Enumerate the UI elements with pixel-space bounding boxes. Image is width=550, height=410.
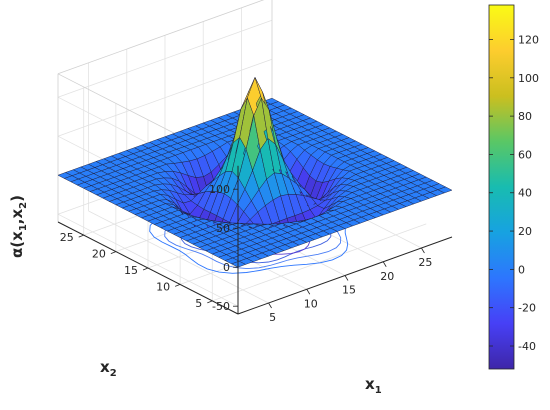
colorbar-tick-label: 80 [518, 110, 532, 123]
wall-grid-z [57, 213, 239, 307]
colorbar [488, 4, 515, 370]
colorbar-tick-label: 60 [518, 148, 532, 161]
x2-tick-label: 20 [92, 248, 106, 261]
x1-axis-label: x1 [365, 375, 382, 396]
x1-tick-mark [268, 302, 272, 309]
x1-tick-mark [306, 289, 311, 295]
x2-axis-label: x2 [100, 358, 117, 379]
colorbar-tick-label: -40 [518, 340, 536, 353]
colorbar-tick-label: 0 [518, 263, 525, 276]
x2-tick-mark [174, 284, 181, 287]
x1-tick-label: 10 [304, 297, 318, 310]
x1-tick-mark [344, 275, 349, 281]
z-axis-label: α(x1,x2) [8, 195, 29, 258]
x1-tick-label: 20 [380, 270, 394, 283]
x2-tick-label: 10 [156, 280, 170, 293]
x2-tick-mark [78, 234, 84, 238]
colorbar-ticks: -40 -20 0 20 40 60 80 100 120 [489, 33, 539, 353]
wall-grid-z [57, 19, 273, 98]
x1-tick-label: 25 [418, 256, 432, 269]
x2-tick-label: 15 [124, 264, 138, 277]
axis-ticks: 5 10 15 20 25 5 10 15 20 25 -50 0 50 100 [60, 165, 432, 324]
x2-tick-mark [142, 267, 149, 271]
colorbar-tick-label: 120 [518, 33, 539, 46]
colorbar-tick-label: 20 [518, 225, 532, 238]
surface-mesh [57, 76, 453, 268]
x1-tick-mark [421, 247, 425, 254]
x2-tick-mark [110, 251, 117, 254]
colorbar-tick-label: 40 [518, 187, 532, 200]
surface-patch [437, 186, 453, 194]
x1-tick-mark [382, 261, 387, 267]
colorbar-tick-label: -20 [518, 302, 536, 315]
z-tick-label: 0 [223, 261, 230, 274]
wall-grid-z [57, 58, 273, 137]
x2-tick-label: 25 [60, 231, 74, 244]
box-edge [57, 0, 265, 75]
x2-tick-mark [207, 300, 213, 304]
z-tick-label: -50 [212, 300, 230, 313]
x1-tick-label: 15 [342, 284, 356, 297]
z-tick-label: 50 [216, 222, 230, 235]
x2-tick-label: 5 [195, 297, 202, 310]
colorbar-tick-label: 100 [518, 72, 539, 85]
x1-tick-label: 5 [269, 311, 276, 324]
z-tick-label: 100 [209, 183, 230, 196]
